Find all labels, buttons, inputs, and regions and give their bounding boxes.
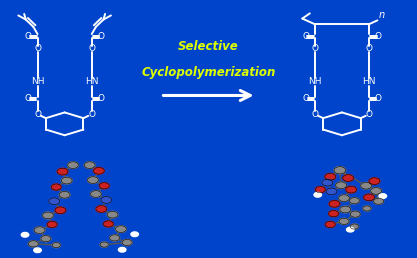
Circle shape [363,206,371,211]
Text: O: O [366,110,372,119]
Text: HN: HN [85,77,98,86]
Text: O: O [375,94,382,103]
Text: O: O [375,31,382,41]
Circle shape [21,232,29,237]
Text: O: O [311,44,318,53]
Circle shape [379,194,387,198]
Circle shape [43,212,53,219]
Circle shape [315,187,325,193]
Circle shape [103,221,113,227]
Circle shape [369,178,380,184]
Circle shape [96,206,107,212]
Text: O: O [25,94,32,103]
Circle shape [325,173,336,180]
Text: n: n [378,10,384,20]
Text: O: O [34,44,41,53]
Text: O: O [34,110,41,119]
Circle shape [122,239,132,246]
Text: Selective: Selective [178,40,239,53]
Circle shape [329,211,339,217]
Circle shape [325,221,335,228]
Circle shape [51,184,61,190]
Circle shape [93,167,104,174]
Text: O: O [366,44,372,53]
Circle shape [336,182,347,189]
Text: Cyclopolymerization: Cyclopolymerization [141,66,276,79]
Circle shape [118,247,126,252]
Circle shape [131,232,138,237]
Text: O: O [302,31,309,41]
Circle shape [339,218,349,224]
Text: O: O [88,44,95,53]
Circle shape [55,207,66,214]
Circle shape [349,198,359,204]
Circle shape [350,224,359,229]
Circle shape [49,198,60,205]
Circle shape [347,227,354,232]
Circle shape [350,211,360,217]
Circle shape [47,221,57,228]
Circle shape [101,197,112,203]
Circle shape [34,248,41,253]
Circle shape [326,188,337,195]
Circle shape [88,177,98,183]
Circle shape [90,191,101,197]
Circle shape [361,182,372,189]
Circle shape [107,211,118,218]
Text: NH: NH [308,77,322,86]
Circle shape [99,183,109,189]
Text: O: O [88,110,95,119]
Circle shape [374,198,384,204]
Text: O: O [311,110,318,119]
Circle shape [346,186,357,193]
Circle shape [371,188,382,194]
Circle shape [340,206,351,213]
Circle shape [34,227,45,233]
Circle shape [57,168,68,175]
Circle shape [84,162,95,168]
Text: O: O [98,94,104,103]
Circle shape [68,162,78,168]
Circle shape [343,175,354,181]
Text: NH: NH [31,77,44,86]
Circle shape [364,194,374,201]
Circle shape [59,191,70,198]
Text: HN: HN [362,77,376,86]
Circle shape [334,167,346,174]
Circle shape [28,241,38,247]
Circle shape [110,235,120,241]
Text: O: O [302,94,309,103]
Text: O: O [25,31,32,41]
Circle shape [52,243,60,248]
Circle shape [339,195,349,201]
Circle shape [116,226,126,232]
Circle shape [329,200,340,207]
Circle shape [61,177,72,184]
Circle shape [100,242,108,247]
Circle shape [41,236,51,242]
Circle shape [322,179,333,186]
Circle shape [314,192,322,197]
Text: O: O [98,31,104,41]
